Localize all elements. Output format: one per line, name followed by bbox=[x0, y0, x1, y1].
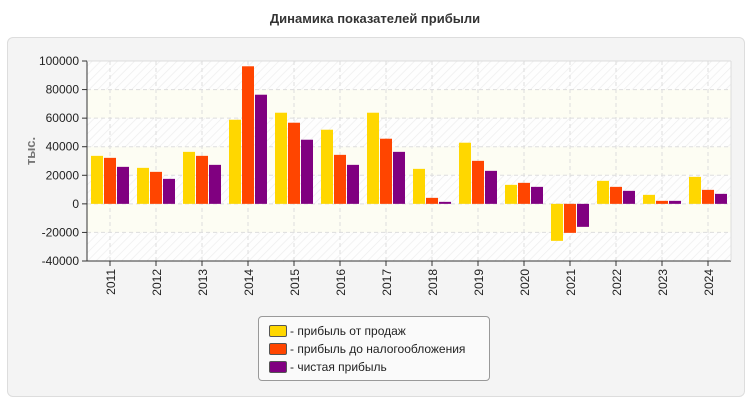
bar bbox=[242, 66, 254, 204]
y-tick-label: 80000 bbox=[46, 83, 80, 97]
bar bbox=[597, 180, 609, 204]
bar bbox=[117, 166, 129, 204]
bar bbox=[643, 194, 655, 204]
bar bbox=[623, 190, 635, 204]
x-tick-label: 2024 bbox=[702, 269, 716, 296]
bar bbox=[393, 151, 405, 204]
bar bbox=[669, 200, 681, 204]
legend-item: - прибыль от продаж bbox=[269, 322, 489, 340]
bar bbox=[229, 119, 241, 204]
bar bbox=[104, 157, 116, 204]
bar bbox=[334, 154, 346, 204]
x-tick-label: 2013 bbox=[196, 269, 210, 296]
bar bbox=[150, 171, 162, 204]
bar bbox=[137, 167, 149, 204]
bar bbox=[531, 186, 543, 204]
grid-band bbox=[87, 203, 731, 233]
y-tick-label: 60000 bbox=[46, 111, 80, 125]
x-tick-label: 2016 bbox=[334, 269, 348, 296]
legend-label: - прибыль до налогообложения bbox=[290, 342, 466, 356]
bar bbox=[196, 155, 208, 204]
x-tick-label: 2022 bbox=[610, 269, 624, 296]
y-tick-label: -40000 bbox=[42, 254, 80, 268]
bar bbox=[577, 203, 589, 227]
x-tick-label: 2019 bbox=[472, 269, 486, 296]
bar bbox=[689, 176, 701, 204]
bar bbox=[518, 182, 530, 204]
legend-item: - чистая прибыль bbox=[269, 358, 489, 376]
bar bbox=[413, 168, 425, 204]
y-tick-label: -20000 bbox=[42, 225, 80, 239]
bar bbox=[485, 170, 497, 204]
bar bbox=[715, 193, 727, 204]
bar bbox=[472, 160, 484, 204]
bar bbox=[505, 184, 517, 204]
y-tick-label: 40000 bbox=[46, 140, 80, 154]
bar bbox=[380, 138, 392, 204]
bar bbox=[610, 186, 622, 204]
bar bbox=[551, 203, 563, 241]
grid-band bbox=[87, 89, 731, 119]
y-tick-label: 20000 bbox=[46, 168, 80, 182]
chart-title: Динамика показателей прибыли bbox=[269, 11, 481, 26]
bar bbox=[426, 197, 438, 204]
y-axis-label: тыс. bbox=[23, 137, 38, 165]
x-tick-label: 2014 bbox=[242, 269, 256, 296]
bar bbox=[564, 203, 576, 233]
bar bbox=[255, 94, 267, 204]
bar bbox=[656, 200, 668, 204]
bar bbox=[702, 189, 714, 204]
x-tick-label: 2021 bbox=[564, 269, 578, 296]
legend-item: - прибыль до налогообложения bbox=[269, 340, 489, 358]
x-tick-label: 2011 bbox=[104, 269, 118, 295]
bar bbox=[288, 122, 300, 204]
legend-swatch bbox=[269, 343, 287, 355]
legend-swatch bbox=[269, 325, 287, 337]
x-tick-label: 2023 bbox=[656, 269, 670, 296]
x-tick-label: 2020 bbox=[518, 269, 532, 296]
legend-swatch bbox=[269, 361, 287, 373]
bar bbox=[183, 151, 195, 204]
legend-label: - прибыль от продаж bbox=[290, 324, 406, 338]
y-tick-label: 100000 bbox=[39, 54, 79, 68]
bar bbox=[209, 164, 221, 204]
bar bbox=[275, 112, 287, 204]
bar bbox=[439, 201, 451, 204]
bar bbox=[321, 129, 333, 204]
bar bbox=[301, 139, 313, 204]
bar bbox=[459, 142, 471, 204]
x-tick-label: 2017 bbox=[380, 269, 394, 296]
bar bbox=[163, 178, 175, 204]
bar bbox=[347, 164, 359, 204]
legend: - прибыль от продаж - прибыль до налогооб… bbox=[258, 316, 490, 381]
x-tick-label: 2015 bbox=[288, 269, 302, 296]
bar bbox=[91, 155, 103, 204]
legend-label: - чистая прибыль bbox=[290, 360, 387, 374]
bar bbox=[367, 112, 379, 204]
x-tick-label: 2018 bbox=[426, 269, 440, 296]
x-tick-label: 2012 bbox=[150, 269, 164, 296]
y-tick-label: 0 bbox=[72, 197, 79, 211]
